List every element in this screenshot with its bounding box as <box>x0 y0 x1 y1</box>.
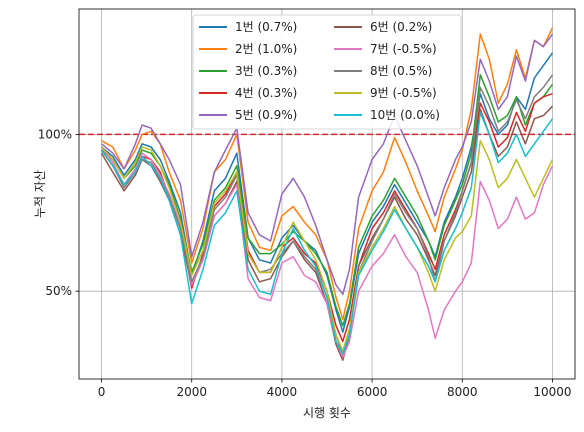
legend-item-7: 7번 (-0.5%) <box>334 42 437 56</box>
legend-item-9: 9번 (-0.5%) <box>334 86 437 100</box>
legend-label: 10번 (0.0%) <box>370 108 440 122</box>
legend-label: 1번 (0.7%) <box>235 20 297 34</box>
legend-label: 6번 (0.2%) <box>370 20 432 34</box>
legend-item-1: 1번 (0.7%) <box>199 20 297 34</box>
x-tick-label: 0 <box>98 385 106 399</box>
legend-label: 2번 (1.0%) <box>235 42 297 56</box>
y-tick-label: 50% <box>45 284 72 298</box>
series-line-9 <box>100 139 554 352</box>
legend-item-2: 2번 (1.0%) <box>199 42 297 56</box>
y-tick-label: 100% <box>38 127 72 141</box>
legend-label: 5번 (0.9%) <box>235 108 297 122</box>
series-line-10 <box>100 111 554 355</box>
series-line-3 <box>101 74 554 327</box>
x-tick-label: 8000 <box>447 385 478 399</box>
series-line-5 <box>101 33 554 296</box>
series-layer <box>100 27 554 361</box>
series-line-2 <box>101 27 554 321</box>
legend-item-3: 3번 (0.3%) <box>199 64 297 78</box>
x-tick-label: 4000 <box>267 385 298 399</box>
legend-label: 7번 (-0.5%) <box>370 42 437 56</box>
y-axis-label: 누적 자산 <box>33 170 47 218</box>
legend: 1번 (0.7%) 2번 (1.0%) 3번 (0.3%) 4번 (0.3%) 5번 (… <box>192 14 462 130</box>
legend-item-8: 8번 (0.5%) <box>334 64 432 78</box>
x-tick-label: 6000 <box>357 385 388 399</box>
legend-item-6: 6번 (0.2%) <box>334 20 432 34</box>
ticks: 0 2000 4000 6000 8000 10000 50% 100% <box>38 127 572 399</box>
x-tick-label: 10000 <box>533 385 571 399</box>
series-line-7 <box>100 146 554 358</box>
legend-label: 4번 (0.3%) <box>235 86 297 100</box>
legend-box <box>192 14 462 130</box>
legend-label: 3번 (0.3%) <box>235 64 297 78</box>
x-tick-label: 2000 <box>176 385 207 399</box>
axes-frame <box>78 8 576 380</box>
legend-item-4: 4번 (0.3%) <box>199 86 297 100</box>
legend-label: 9번 (-0.5%) <box>370 86 437 100</box>
series-line-1 <box>101 52 554 333</box>
legend-item-10: 10번 (0.0%) <box>334 108 440 122</box>
legend-label: 8번 (0.5%) <box>370 64 432 78</box>
legend-item-5: 5번 (0.9%) <box>199 108 297 122</box>
x-axis-label: 시행 횟수 <box>303 405 351 420</box>
